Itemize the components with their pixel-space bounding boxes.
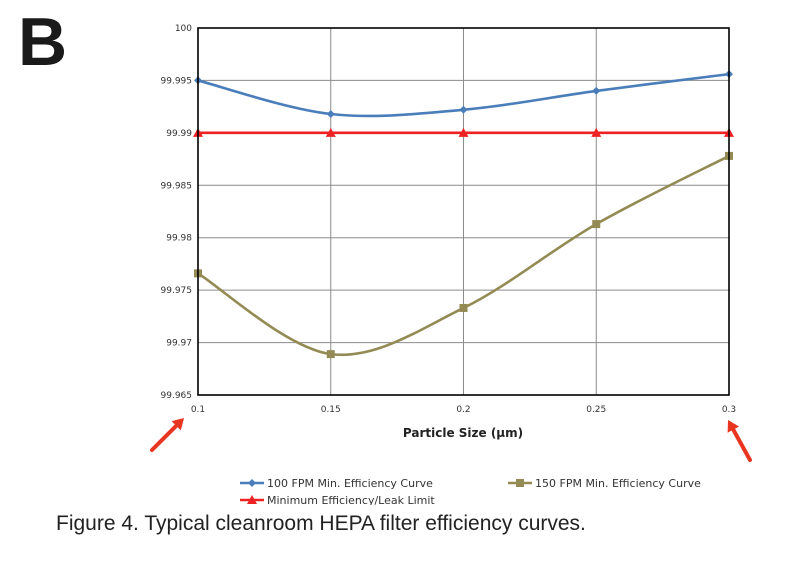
series-3-point bbox=[325, 127, 336, 137]
y-tick-label: 99.975 bbox=[161, 286, 193, 296]
y-tick-label: 99.97 bbox=[166, 339, 192, 349]
legend-entry: 150 FPM Min. Efficiency Curve bbox=[535, 477, 701, 490]
x-tick-label: 0.2 bbox=[456, 405, 470, 415]
arrow-shaft bbox=[150, 423, 179, 452]
x-tick-label: 0.1 bbox=[191, 405, 205, 415]
arrow-at-0.1 bbox=[150, 418, 184, 452]
legend-marker bbox=[516, 479, 524, 487]
series-2-point bbox=[459, 303, 468, 312]
legend: 100 FPM Min. Efficiency Curve 150 FPM Min… bbox=[240, 477, 701, 505]
series-1-point bbox=[592, 86, 601, 95]
series-2-point bbox=[592, 220, 601, 229]
legend-entry: 100 FPM Min. Efficiency Curve bbox=[267, 477, 433, 490]
series-lines bbox=[193, 70, 734, 359]
panel-label: B bbox=[18, 4, 68, 80]
series-3-point bbox=[591, 127, 602, 137]
figure-caption: Figure 4. Typical cleanroom HEPA filter … bbox=[56, 512, 586, 535]
x-axis-label: Particle Size (µm) bbox=[403, 426, 523, 440]
series-1-point bbox=[326, 109, 335, 118]
arrow-shaft bbox=[731, 427, 752, 462]
y-tick-label: 100 bbox=[175, 24, 192, 34]
axis-ticks: 99.965 99.97 99.975 99.98 99.985 99.99 99.995 1… bbox=[161, 24, 737, 415]
y-tick-label: 99.99 bbox=[166, 129, 192, 139]
plot-area-frame bbox=[197, 27, 730, 396]
x-tick-label: 0.15 bbox=[321, 405, 341, 415]
efficiency-chart: 99.965 99.97 99.975 99.98 99.985 99.99 99.995 1… bbox=[150, 24, 752, 505]
annotation-arrows bbox=[150, 418, 752, 462]
legend-marker bbox=[248, 479, 256, 487]
legend-marker bbox=[247, 495, 257, 504]
y-tick-label: 99.995 bbox=[161, 76, 193, 86]
y-tick-label: 99.985 bbox=[161, 181, 193, 191]
arrow-head bbox=[171, 418, 184, 431]
y-tick-label: 99.965 bbox=[161, 391, 193, 401]
arrow-at-0.3 bbox=[727, 420, 752, 462]
x-tick-label: 0.25 bbox=[586, 405, 606, 415]
x-tick-label: 0.3 bbox=[722, 405, 736, 415]
series-1-point bbox=[459, 105, 468, 114]
series-2-point bbox=[326, 350, 335, 359]
series-3-point bbox=[458, 127, 469, 137]
arrow-head bbox=[727, 420, 739, 433]
legend-entry: Minimum Efficiency/Leak Limit bbox=[267, 494, 435, 505]
y-tick-label: 99.98 bbox=[166, 234, 192, 244]
